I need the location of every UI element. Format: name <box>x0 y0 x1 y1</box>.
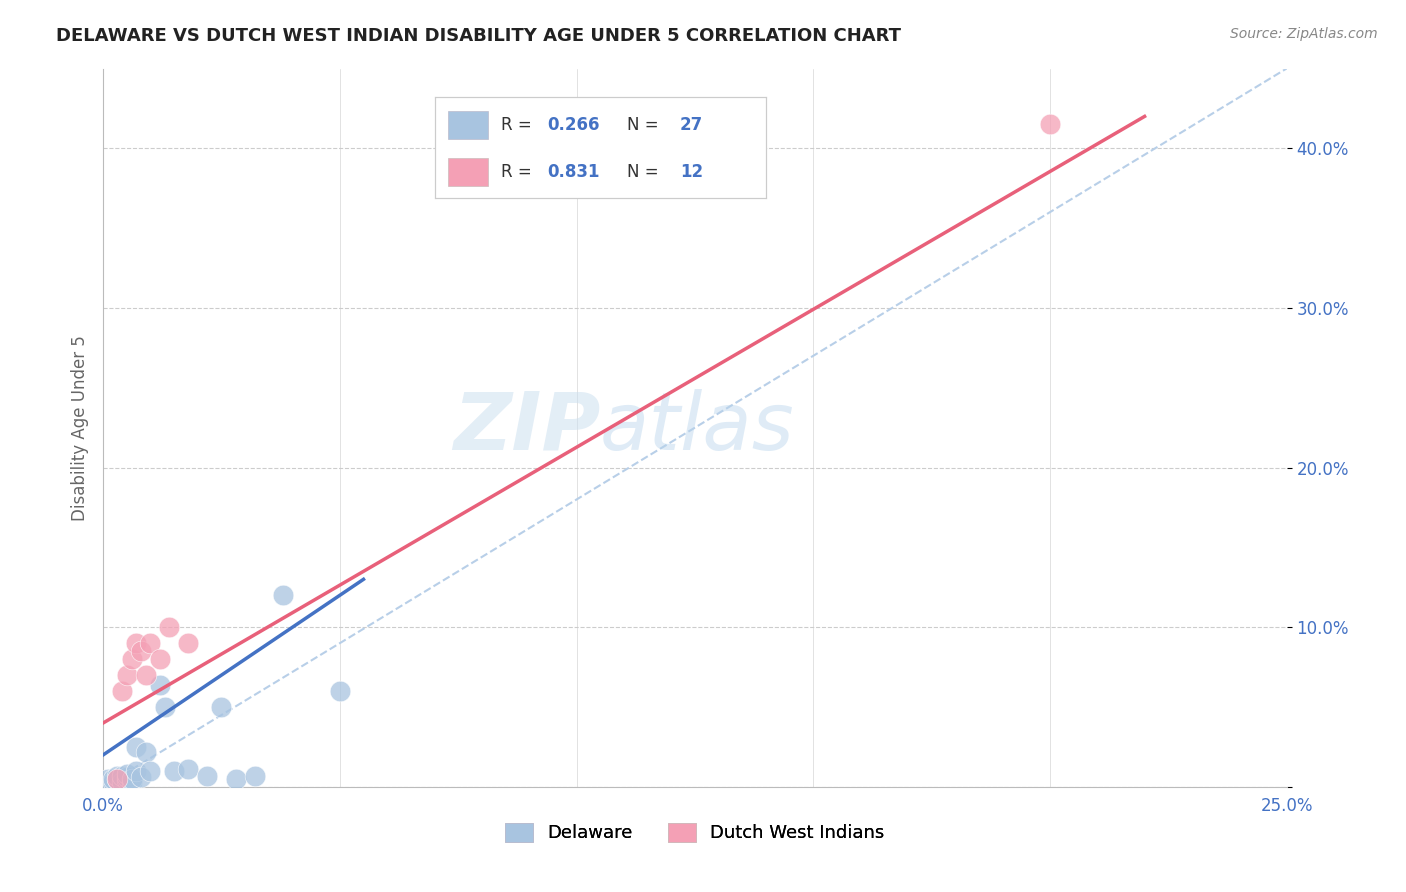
Legend: Delaware, Dutch West Indians: Delaware, Dutch West Indians <box>498 816 891 850</box>
Point <box>125 636 148 650</box>
Point <box>129 770 152 784</box>
Point <box>149 652 172 666</box>
Point <box>225 772 247 786</box>
Point <box>139 764 162 778</box>
Point <box>115 770 138 784</box>
Point <box>111 775 134 789</box>
Point <box>139 636 162 650</box>
Point <box>101 775 124 789</box>
Point <box>157 620 180 634</box>
Text: ZIP: ZIP <box>453 389 600 467</box>
Point <box>101 772 124 786</box>
Point <box>111 684 134 698</box>
Point <box>177 762 200 776</box>
Point <box>105 772 128 786</box>
Point <box>195 769 218 783</box>
Point <box>121 652 143 666</box>
Point <box>105 769 128 783</box>
Text: DELAWARE VS DUTCH WEST INDIAN DISABILITY AGE UNDER 5 CORRELATION CHART: DELAWARE VS DUTCH WEST INDIAN DISABILITY… <box>56 27 901 45</box>
Point <box>153 700 176 714</box>
Point <box>135 668 157 682</box>
Point <box>211 700 233 714</box>
Point <box>329 684 352 698</box>
Text: atlas: atlas <box>600 389 794 467</box>
Point <box>163 764 186 778</box>
Point <box>97 772 120 786</box>
Point <box>125 764 148 778</box>
Point <box>1039 117 1062 131</box>
Point <box>105 772 128 786</box>
Point <box>115 668 138 682</box>
Point <box>243 769 266 783</box>
Point <box>121 775 143 789</box>
Point <box>129 644 152 658</box>
Text: Source: ZipAtlas.com: Source: ZipAtlas.com <box>1230 27 1378 41</box>
Point <box>125 739 148 754</box>
Point <box>177 636 200 650</box>
Point <box>271 588 294 602</box>
Point <box>121 772 143 786</box>
Point <box>115 773 138 788</box>
Point <box>149 678 172 692</box>
Point <box>111 769 134 783</box>
Point <box>115 767 138 781</box>
Point <box>135 745 157 759</box>
Y-axis label: Disability Age Under 5: Disability Age Under 5 <box>72 334 89 521</box>
